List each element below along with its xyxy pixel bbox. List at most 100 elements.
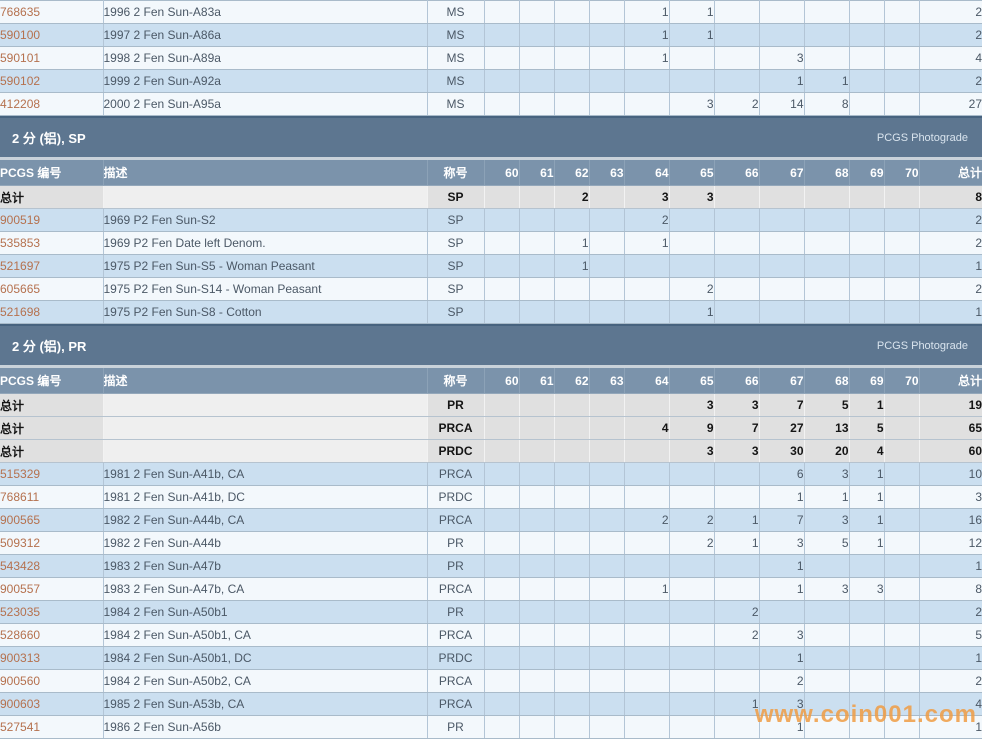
grade-cell bbox=[519, 692, 555, 716]
column-header-grade-69: 69 bbox=[849, 160, 885, 186]
description-cell: 1997 2 Fen Sun-A86a bbox=[103, 23, 428, 47]
grade-cell bbox=[589, 646, 625, 670]
grade-cell: 3 bbox=[759, 692, 805, 716]
grade-cell bbox=[759, 0, 805, 24]
grade-cell: 3 bbox=[849, 577, 885, 601]
grade-cell bbox=[589, 577, 625, 601]
grade-cell bbox=[484, 692, 520, 716]
pcgs-id-cell: 521698 bbox=[0, 300, 104, 324]
pcgs-number-link[interactable]: 590102 bbox=[0, 74, 41, 88]
grade-cell bbox=[669, 646, 715, 670]
grade-cell: 1 bbox=[624, 231, 670, 255]
grade-cell: 1 bbox=[624, 577, 670, 601]
grade-cell bbox=[669, 715, 715, 739]
grade-cell bbox=[849, 185, 885, 209]
totals-row: 总计 PRCA 4 9 7 27 13 5 65 bbox=[0, 416, 982, 440]
grade-cell bbox=[554, 508, 590, 532]
grade-cell bbox=[554, 692, 590, 716]
grade-cell: 1 bbox=[759, 554, 805, 578]
grade-cell: 1 bbox=[804, 485, 850, 509]
table-row: 543428 1983 2 Fen Sun-A47b PR 1 1 bbox=[0, 554, 982, 578]
column-header-pcgs-id: PCGS 编号 bbox=[0, 160, 104, 186]
grade-cell bbox=[669, 577, 715, 601]
grade-cell: 2 bbox=[624, 508, 670, 532]
column-header-grade-63: 63 bbox=[589, 160, 625, 186]
pcgs-number-link[interactable]: 521697 bbox=[0, 259, 41, 273]
pcgs-number-link[interactable]: 521698 bbox=[0, 305, 41, 319]
table-row: 590101 1998 2 Fen Sun-A89a MS 1 3 4 bbox=[0, 46, 982, 70]
designation-cell: SP bbox=[427, 300, 485, 324]
pcgs-number-link[interactable]: 900519 bbox=[0, 213, 41, 227]
pcgs-number-link[interactable]: 543428 bbox=[0, 559, 41, 573]
grade-cell bbox=[554, 531, 590, 555]
grade-cell bbox=[884, 531, 920, 555]
pcgs-number-link[interactable]: 528660 bbox=[0, 628, 41, 642]
pcgs-number-link[interactable]: 527541 bbox=[0, 720, 41, 734]
section-band-pr: 2 分 (铝), PR PCGS Photograde bbox=[0, 324, 982, 368]
grade-cell bbox=[714, 254, 760, 278]
photograde-link-sp[interactable]: PCGS Photograde bbox=[876, 131, 968, 144]
totals-label-cell: 总计 bbox=[0, 393, 104, 417]
grade-cell bbox=[714, 669, 760, 693]
table-row: 528660 1984 2 Fen Sun-A50b1, CA PRCA 2 3 5 bbox=[0, 623, 982, 647]
grade-cell: 2 bbox=[714, 92, 760, 116]
grade-cell bbox=[519, 231, 555, 255]
grade-cell bbox=[589, 231, 625, 255]
grade-cell bbox=[484, 554, 520, 578]
pcgs-number-link[interactable]: 900565 bbox=[0, 513, 41, 527]
grade-cell bbox=[519, 554, 555, 578]
grade-cell bbox=[554, 485, 590, 509]
pcgs-number-link[interactable]: 523035 bbox=[0, 605, 41, 619]
grade-cell bbox=[519, 462, 555, 486]
pcgs-number-link[interactable]: 535853 bbox=[0, 236, 41, 250]
grade-cell bbox=[589, 715, 625, 739]
pcgs-number-link[interactable]: 590100 bbox=[0, 28, 41, 42]
designation-cell: SP bbox=[427, 185, 485, 209]
designation-cell: MS bbox=[427, 0, 485, 24]
designation-cell: PRCA bbox=[427, 623, 485, 647]
grade-cell bbox=[669, 692, 715, 716]
photograde-link-pr[interactable]: PCGS Photograde bbox=[876, 339, 968, 352]
grade-cell bbox=[519, 669, 555, 693]
description-cell: 1983 2 Fen Sun-A47b, CA bbox=[103, 577, 428, 601]
section-title-sp: 2 分 (铝), SP bbox=[12, 131, 86, 146]
grade-cell bbox=[589, 508, 625, 532]
totals-label-cell: 总计 bbox=[0, 439, 104, 463]
grade-cell bbox=[669, 600, 715, 624]
pcgs-id-cell: 543428 bbox=[0, 554, 104, 578]
grade-cell bbox=[804, 554, 850, 578]
grade-cell bbox=[884, 254, 920, 278]
grade-cell bbox=[804, 185, 850, 209]
pcgs-number-link[interactable]: 515329 bbox=[0, 467, 41, 481]
pcgs-number-link[interactable]: 509312 bbox=[0, 536, 41, 550]
grade-cell bbox=[849, 208, 885, 232]
designation-cell: PRCA bbox=[427, 508, 485, 532]
pcgs-number-link[interactable]: 768635 bbox=[0, 5, 41, 19]
grade-cell bbox=[484, 508, 520, 532]
grade-cell: 3 bbox=[759, 623, 805, 647]
pcgs-number-link[interactable]: 412208 bbox=[0, 97, 41, 111]
pcgs-id-cell: 523035 bbox=[0, 600, 104, 624]
pcgs-number-link[interactable]: 768611 bbox=[0, 490, 40, 504]
table-row: 768635 1996 2 Fen Sun-A83a MS 1 1 2 bbox=[0, 0, 982, 24]
designation-cell: MS bbox=[427, 46, 485, 70]
grade-cell: 1 bbox=[759, 485, 805, 509]
grade-cell bbox=[484, 715, 520, 739]
pcgs-number-link[interactable]: 900313 bbox=[0, 651, 41, 665]
grade-cell bbox=[589, 23, 625, 47]
grade-cell bbox=[519, 715, 555, 739]
pcgs-number-link[interactable]: 900560 bbox=[0, 674, 41, 688]
grade-cell bbox=[884, 277, 920, 301]
pcgs-number-link[interactable]: 590101 bbox=[0, 51, 41, 65]
pcgs-number-link[interactable]: 900557 bbox=[0, 582, 41, 596]
grade-cell bbox=[714, 646, 760, 670]
grade-cell bbox=[589, 393, 625, 417]
grade-cell bbox=[589, 623, 625, 647]
pcgs-number-link[interactable]: 605665 bbox=[0, 282, 41, 296]
column-header-pcgs-id: PCGS 编号 bbox=[0, 368, 104, 394]
grade-cell bbox=[714, 231, 760, 255]
total-cell: 3 bbox=[919, 485, 982, 509]
pcgs-number-link[interactable]: 900603 bbox=[0, 697, 41, 711]
total-cell: 2 bbox=[919, 69, 982, 93]
